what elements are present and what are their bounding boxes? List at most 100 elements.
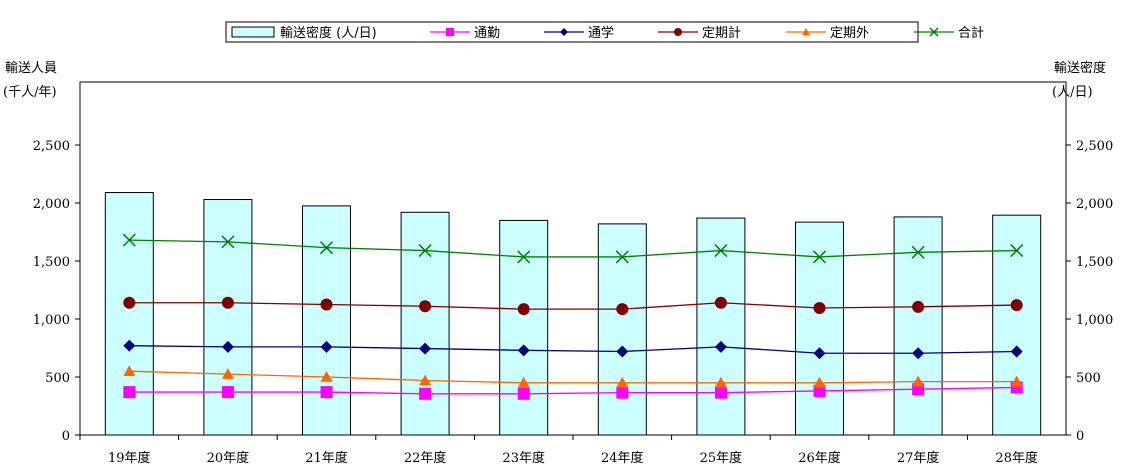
bar-5 <box>597 223 647 436</box>
legend-label-0: 通勤 <box>474 26 500 41</box>
series-4-point-5 <box>615 250 629 264</box>
left-tick-label-5: 2,500 <box>33 139 70 154</box>
series-1-point-7 <box>813 347 826 360</box>
series-3-point-2 <box>320 371 333 382</box>
bar-0 <box>104 192 154 436</box>
legend-marker-4 <box>929 27 939 37</box>
bar-1 <box>203 199 253 436</box>
line-series-group <box>122 233 1024 400</box>
series-2-point-6 <box>714 296 727 309</box>
x-tick-label-3: 22年度 <box>404 450 447 466</box>
legend: 輸送密度 (人/日) 通勤 通学 定期計 定期外 合計 <box>225 21 984 43</box>
series-1-point-8 <box>912 347 925 360</box>
series-1-point-1 <box>221 340 234 353</box>
x-tick-label-2: 21年度 <box>305 450 348 466</box>
bar-7 <box>795 221 844 436</box>
legend-label-bar: 輸送密度 (人/日) <box>280 25 377 41</box>
series-1-line <box>129 345 1017 354</box>
series-3-line <box>129 370 1017 384</box>
left-tick-label-2: 1,000 <box>33 313 70 328</box>
series-4 <box>122 233 1024 264</box>
right-tick-label-3: 1,500 <box>1076 255 1113 270</box>
left-tick-label-4: 2,000 <box>33 197 70 212</box>
legend-swatch-bar <box>231 26 275 38</box>
legend-marker-3 <box>802 28 810 36</box>
series-0-point-1 <box>221 386 234 399</box>
x-tick-label-5: 24年度 <box>601 450 644 466</box>
series-4-line <box>129 239 1017 258</box>
series-3-point-6 <box>714 376 727 388</box>
x-tick-label-9: 28年度 <box>995 450 1038 466</box>
series-0-point-5 <box>616 386 629 399</box>
series-2-point-3 <box>419 300 432 313</box>
bar-3 <box>400 211 450 436</box>
bar-8 <box>893 216 943 436</box>
right-axis-title-line2: (人/日) <box>1052 85 1093 100</box>
series-3-point-7 <box>813 376 826 388</box>
axes: 0 0 500 500 1,000 1,000 1,500 1,500 2,000 2,000 2,… <box>33 139 1113 466</box>
series-0-point-4 <box>517 387 530 400</box>
series-2-point-2 <box>320 298 333 311</box>
bar-series <box>104 192 1042 436</box>
series-1-point-9 <box>1010 345 1023 358</box>
series-4-point-9 <box>1010 244 1024 258</box>
legend-label-3: 定期外 <box>830 26 869 41</box>
series-2-point-4 <box>517 303 530 316</box>
bar-6 <box>696 217 746 436</box>
x-tick-label-6: 25年度 <box>700 450 743 466</box>
series-1-point-4 <box>517 344 530 357</box>
right-tick-label-0: 0 <box>1076 429 1084 444</box>
series-3-point-5 <box>616 376 629 388</box>
series-2-point-5 <box>616 303 629 316</box>
series-2-line <box>129 302 1017 310</box>
series-2-point-0 <box>123 296 136 309</box>
left-tick-label-0: 0 <box>62 429 70 444</box>
left-axis-title-line2: (千人/年) <box>3 85 57 100</box>
series-4-point-2 <box>319 241 334 255</box>
series-1-point-0 <box>123 339 136 352</box>
left-axis-title-line1: 輸送人員 <box>5 61 57 76</box>
x-tick-label-0: 19年度 <box>108 450 151 466</box>
series-2-point-8 <box>912 300 925 313</box>
series-3-point-9 <box>1010 375 1023 387</box>
x-tick-label-1: 20年度 <box>207 450 250 466</box>
series-3-point-0 <box>123 365 136 376</box>
right-tick-label-1: 500 <box>1076 371 1101 386</box>
legend-marker-2 <box>674 28 682 36</box>
series-4-point-3 <box>418 244 432 258</box>
right-tick-label-4: 2,000 <box>1076 197 1113 212</box>
series-4-point-0 <box>122 233 136 247</box>
x-tick-label-7: 26年度 <box>798 450 841 466</box>
series-1 <box>123 339 1023 360</box>
legend-marker-0 <box>446 28 454 36</box>
series-1-point-6 <box>714 340 727 353</box>
series-3-point-1 <box>221 368 234 379</box>
x-tick-label-4: 23年度 <box>502 450 545 466</box>
series-4-point-4 <box>517 250 531 264</box>
legend-marker-1 <box>560 28 568 36</box>
right-axis-title-line1: 輸送密度 <box>1054 60 1106 76</box>
right-tick-label-5: 2,500 <box>1076 139 1113 154</box>
series-3-point-3 <box>419 374 432 386</box>
series-4-point-8 <box>911 245 925 259</box>
right-tick-label-2: 1,000 <box>1076 313 1113 328</box>
series-4-point-1 <box>221 235 235 249</box>
series-1-point-5 <box>616 345 629 358</box>
series-2-point-9 <box>1010 299 1023 312</box>
legend-label-2: 定期計 <box>702 25 741 41</box>
series-0-point-2 <box>320 386 333 399</box>
series-0-point-0 <box>123 386 136 399</box>
series-1-point-3 <box>419 342 432 355</box>
series-0-point-6 <box>714 386 727 399</box>
bar-4 <box>499 219 549 436</box>
series-3-point-4 <box>517 376 530 388</box>
series-2 <box>123 296 1023 316</box>
bar-9 <box>992 214 1042 436</box>
series-2-point-7 <box>813 301 826 314</box>
series-1-point-2 <box>320 340 333 353</box>
left-tick-label-3: 1,500 <box>33 255 70 270</box>
series-2-point-1 <box>221 296 234 309</box>
bar-2 <box>302 205 351 436</box>
legend-label-4: 合計 <box>958 25 984 41</box>
